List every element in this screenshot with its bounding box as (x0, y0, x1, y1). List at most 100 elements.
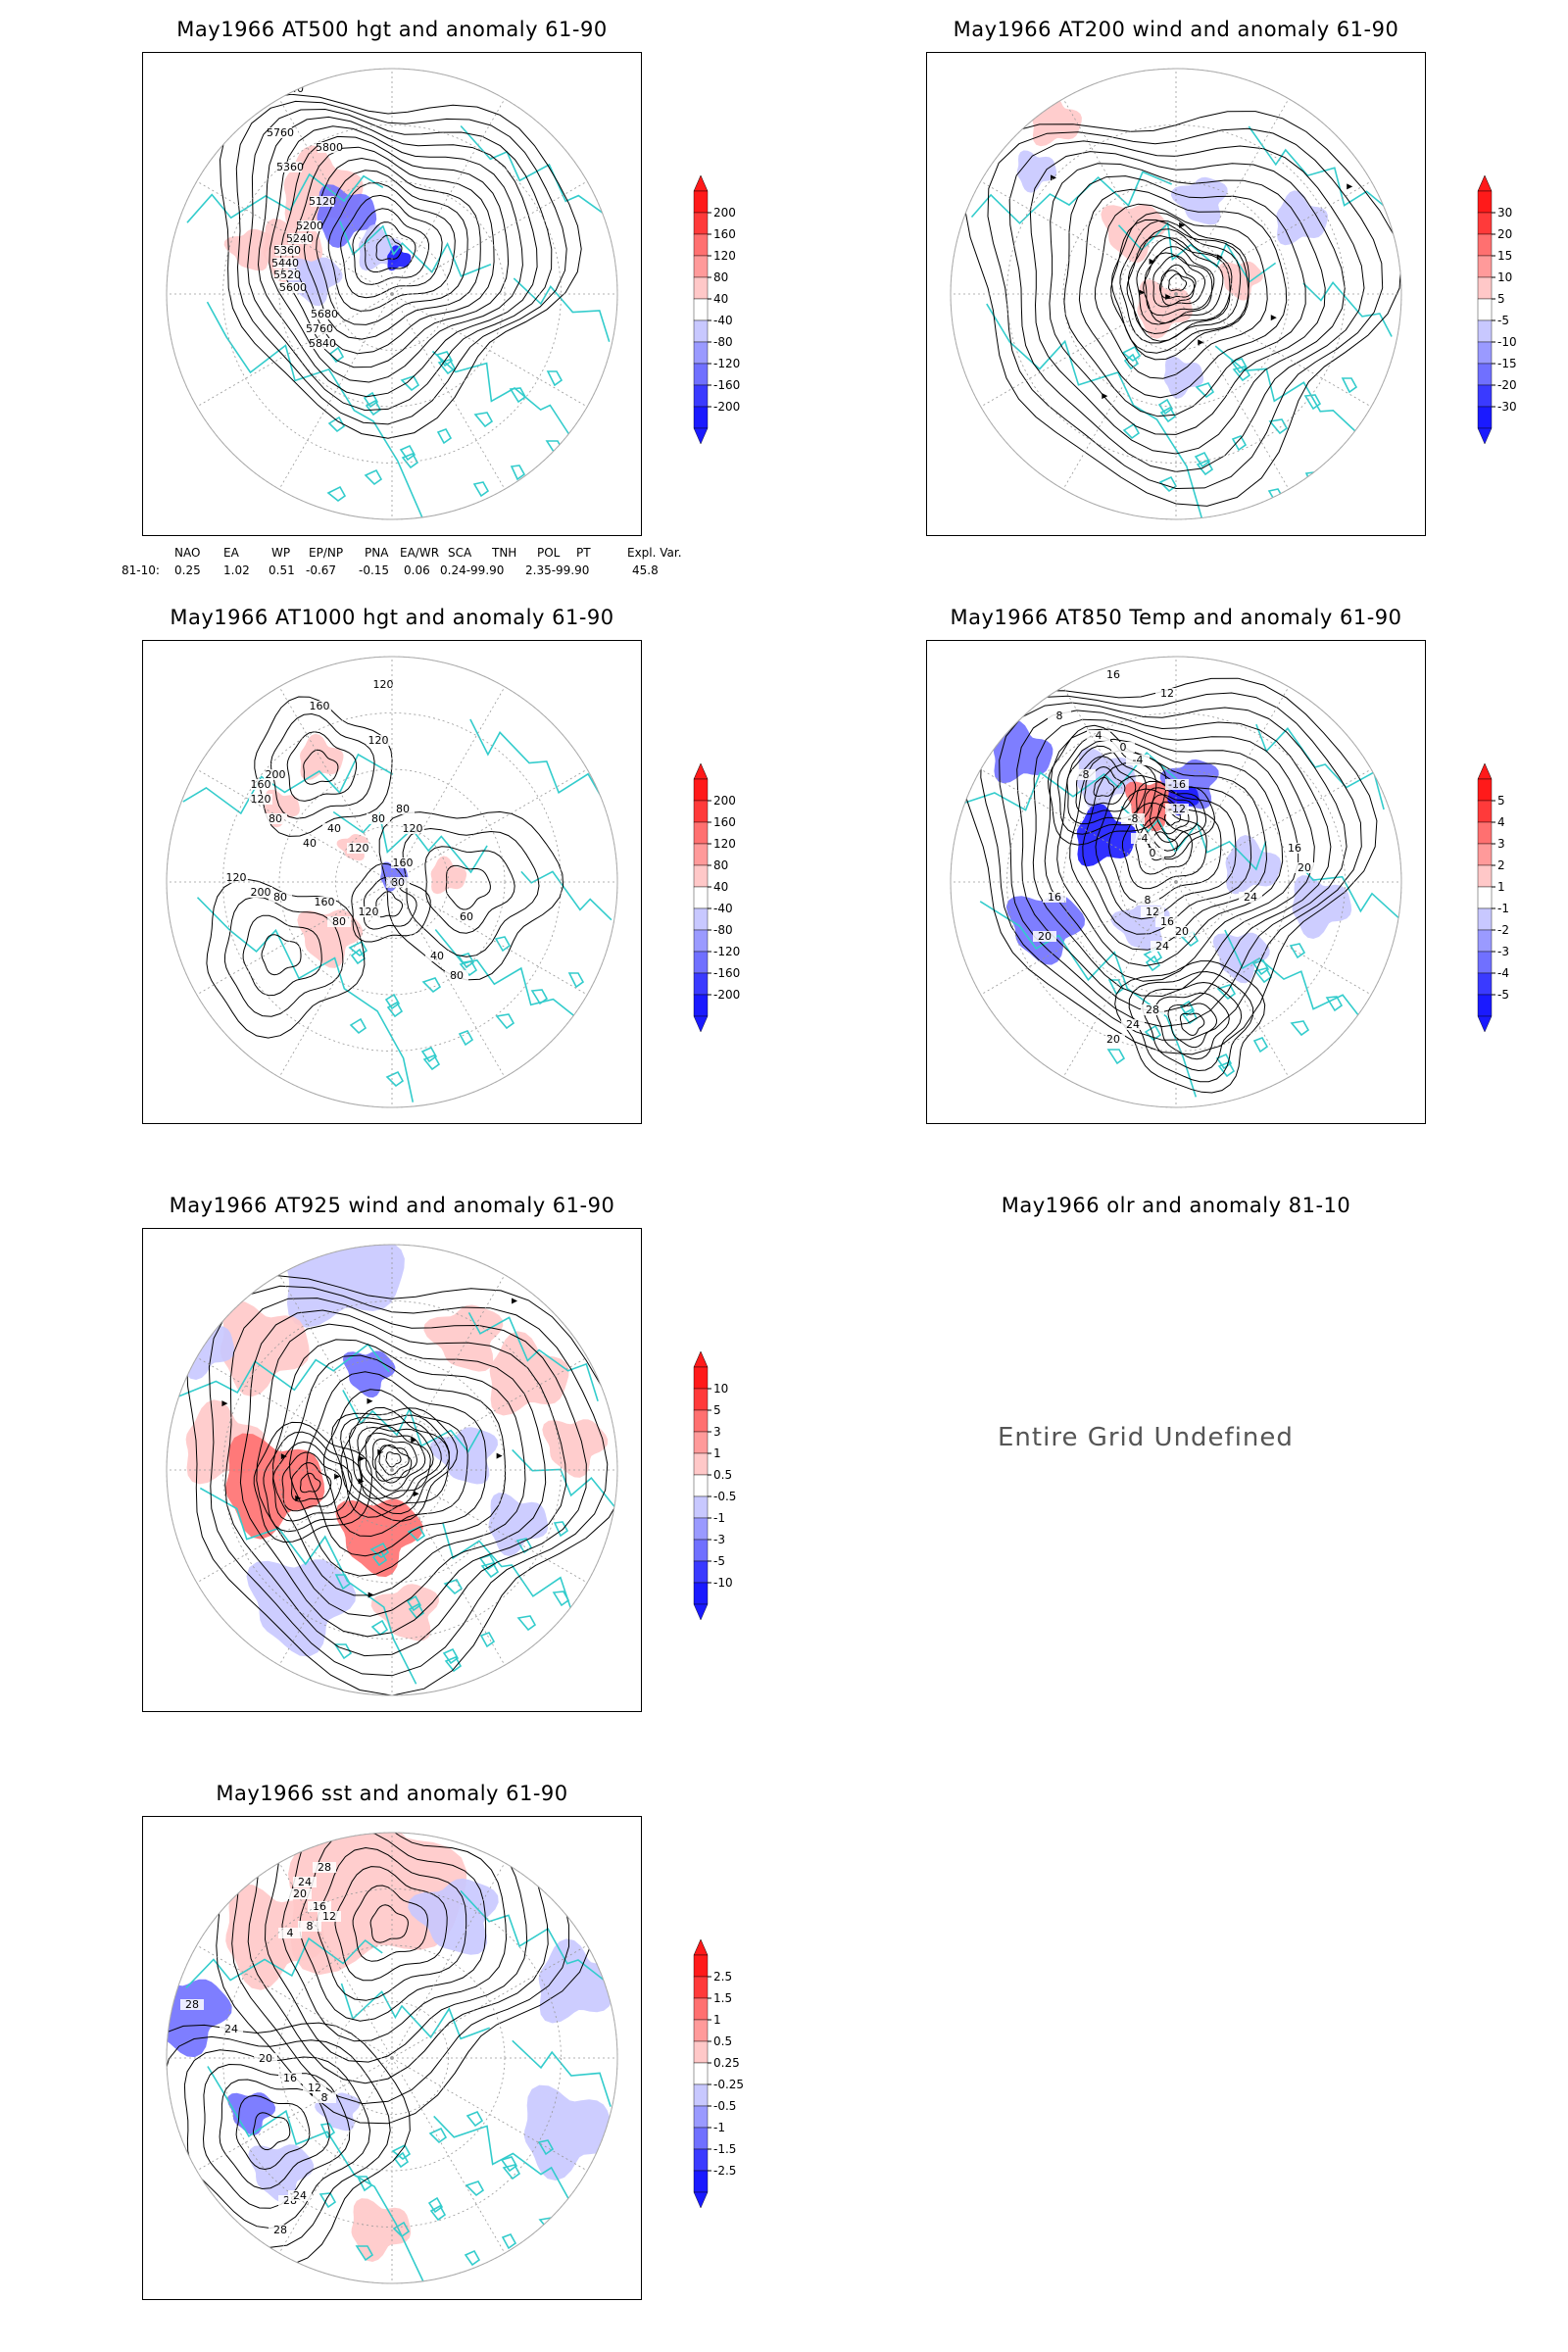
contour-label: -4 (1133, 754, 1144, 766)
teleconnection-indices: NAO EA WP EP/NP PNA EA/WR SCA TNH POL PT… (98, 546, 725, 581)
colorbar-swatch (693, 1517, 709, 1541)
contour-label-bg (1165, 804, 1189, 814)
contour-label-bg (1111, 742, 1135, 753)
colorbar-swatch (693, 951, 709, 974)
contour (1167, 273, 1188, 292)
contour (378, 1445, 410, 1476)
contour-label-bg (275, 245, 299, 256)
contour-label: 120 (251, 793, 271, 806)
colorbar-swatch (1477, 778, 1493, 802)
anomaly-region (523, 2084, 613, 2181)
colorbar-svg: 200 160 120 80 40 -40 -80 -120 -160 -200 (693, 174, 740, 445)
contour (303, 749, 339, 785)
colorbar-label: 1 (713, 2013, 721, 2027)
contour (1029, 151, 1346, 455)
contour-label-bg (1155, 688, 1179, 699)
contour-label: 80 (332, 915, 346, 928)
map-content: 5840576058005360512052005240536054405520… (186, 82, 611, 519)
colorbar-swatch (693, 907, 709, 931)
contour (1082, 762, 1252, 935)
contour-label: 24 (298, 1876, 312, 1888)
anomaly-region (370, 1584, 439, 1642)
contour (208, 1285, 609, 1677)
idx-row-label: 81-10: (122, 564, 160, 577)
contour (1008, 140, 1365, 472)
contour (369, 1904, 409, 1943)
anomaly-region (488, 1493, 549, 1556)
contour (303, 157, 481, 340)
contour-label: 12 (1146, 906, 1159, 918)
colorbar-swatch (1477, 212, 1493, 235)
anomaly-region (489, 1331, 569, 1416)
colorbar-swatch (1477, 255, 1493, 278)
colorbar-label: -80 (713, 335, 733, 349)
contour-label: 28 (1146, 1004, 1159, 1016)
contour-label-bg (278, 162, 302, 172)
contour-label-bg (1141, 848, 1164, 858)
colorbar: 30 20 15 10 5 -5 -10 -15 -20 -30 (1470, 172, 1539, 446)
contour-label: 160 (393, 857, 414, 869)
contour (270, 712, 375, 819)
contour-label: -12 (1168, 803, 1186, 815)
colorbar-label: -5 (713, 1554, 725, 1568)
contour-label: 20 (1175, 925, 1189, 938)
panel-title: May1966 AT200 wind and anomaly 61-90 (953, 18, 1399, 41)
contour (1095, 774, 1237, 920)
contour (1126, 235, 1231, 342)
contour (216, 1833, 592, 2125)
contour-lines (960, 677, 1378, 1094)
streamline-arrow (1347, 183, 1353, 190)
contour (1167, 1003, 1218, 1049)
colorbar-label: -5 (1497, 314, 1509, 327)
colorbar-swatch (693, 972, 709, 996)
contour-label-bg (313, 2092, 336, 2103)
streamline-arrow (280, 1453, 287, 1460)
colorbar-swatch (693, 1409, 709, 1433)
contour-label: 120 (226, 871, 247, 884)
colorbar-cap (693, 1015, 709, 1033)
contour (253, 1421, 373, 1544)
colorbar-swatch (693, 1997, 709, 2021)
contour (1056, 735, 1157, 835)
contour-label: 40 (430, 950, 444, 962)
colorbar-swatch (1477, 994, 1493, 1017)
colorbar-swatch (693, 2170, 709, 2193)
contour (963, 111, 1401, 507)
contour (340, 194, 443, 299)
panel-at925: May1966 AT925 wind and anomaly 61-90 10 5… (0, 1176, 784, 1764)
contour (1016, 710, 1332, 1013)
contour-label: 16 (1048, 891, 1061, 904)
idx-header: PT (576, 546, 591, 560)
colorbar-cap (1477, 174, 1493, 192)
panel-olr: May1966 olr and anomaly 81-10 Entire Gri… (784, 1176, 1568, 1764)
contour-label: 200 (251, 886, 271, 899)
colorbar-cap (693, 1938, 709, 1956)
contour-label-bg (367, 813, 390, 824)
colorbar: 200 160 120 80 40 -40 -80 -120 -160 -200 (686, 172, 755, 446)
colorbar-label: 3 (1497, 837, 1505, 851)
contour (235, 100, 567, 425)
colorbar: 5 4 3 2 1 -1 -2 -3 -4 -5 (1470, 760, 1539, 1034)
colorbar-label: 5 (1497, 794, 1505, 808)
contour-label-bg (1293, 862, 1316, 873)
colorbar-label: 5 (1497, 292, 1505, 306)
polar-map (950, 68, 1402, 520)
streamline-arrow (295, 1494, 302, 1501)
contour (1159, 264, 1197, 300)
colorbar-label: -200 (713, 988, 740, 1002)
contour-label: 5120 (309, 195, 336, 208)
contour-label-bg (278, 1928, 302, 1938)
contour-label: 24 (1244, 891, 1257, 904)
panel-sst: May1966 sst and anomaly 61-90 28 28 24 20 16… (0, 1764, 784, 2352)
colorbar-label: 0.5 (713, 1468, 732, 1482)
colorbar-swatch (693, 276, 709, 300)
contour-label: 120 (373, 678, 394, 691)
panel-title: May1966 sst and anomaly 61-90 (216, 1782, 568, 1805)
contour (327, 182, 456, 312)
contour-label-bg (391, 858, 415, 868)
contour-label-bg (1043, 892, 1066, 903)
colorbar-label: -160 (713, 966, 740, 980)
streamline-arrow (411, 1437, 417, 1444)
contour-label-bg (1131, 833, 1154, 844)
colorbar-svg: 10 5 3 1 0.5 -0.5 -1 -3 -5 -10 (693, 1350, 736, 1621)
